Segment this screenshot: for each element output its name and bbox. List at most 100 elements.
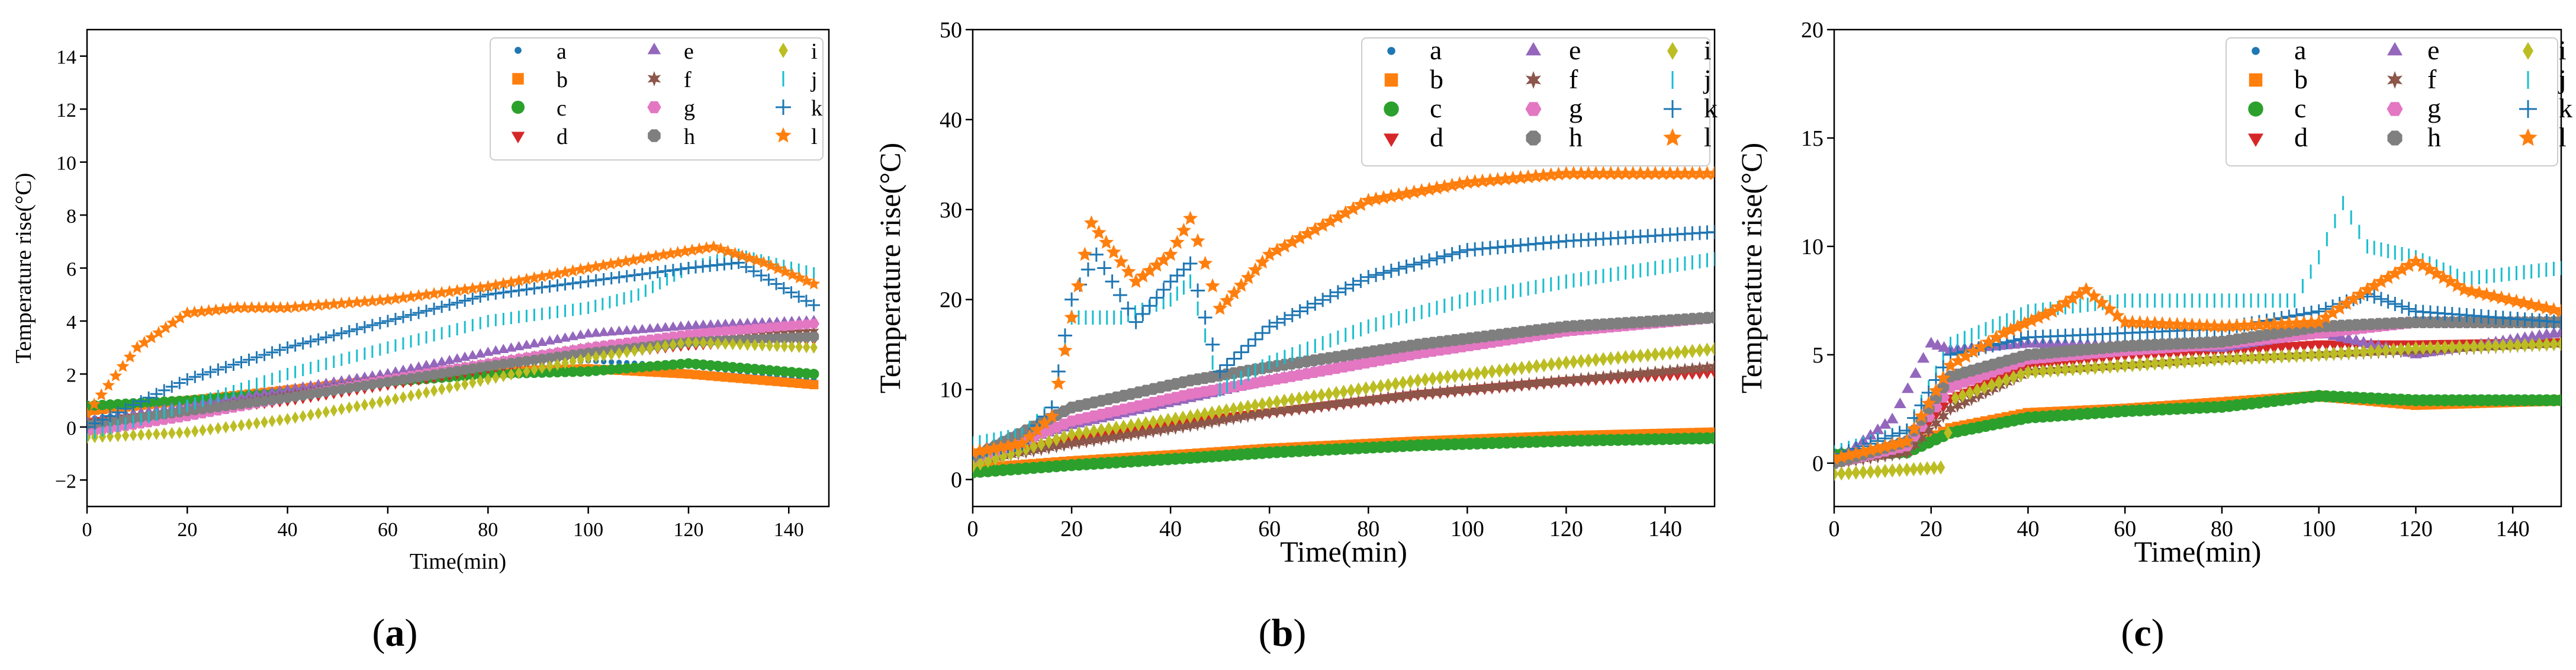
data-point bbox=[693, 242, 706, 255]
data-point bbox=[1037, 415, 1052, 430]
data-point bbox=[142, 391, 155, 404]
data-point bbox=[1950, 353, 1966, 367]
legend-marker-b bbox=[2249, 73, 2263, 87]
data-point bbox=[1285, 307, 1300, 322]
data-point bbox=[1277, 312, 1292, 326]
data-point bbox=[421, 370, 432, 382]
legend-item-c: c bbox=[1384, 93, 1442, 123]
data-point bbox=[359, 371, 370, 381]
legend-marker-d bbox=[1384, 133, 1399, 147]
data-point bbox=[750, 328, 760, 341]
data-point bbox=[1075, 426, 1083, 441]
data-point bbox=[2464, 283, 2479, 298]
data-point bbox=[1141, 416, 1150, 431]
data-point bbox=[2352, 345, 2360, 360]
legend-label: b bbox=[557, 68, 568, 92]
data-point bbox=[351, 373, 362, 382]
data-point bbox=[481, 280, 495, 293]
data-point bbox=[1851, 465, 1861, 480]
x-tick-label: 0 bbox=[82, 519, 92, 541]
legend-label: a bbox=[2294, 35, 2306, 65]
legend-label: a bbox=[557, 39, 567, 64]
data-point bbox=[1906, 421, 1922, 435]
data-point bbox=[1097, 261, 1112, 275]
data-point bbox=[1915, 431, 1928, 445]
data-point bbox=[412, 288, 425, 302]
data-point bbox=[343, 325, 356, 338]
data-point bbox=[413, 361, 424, 371]
data-point bbox=[96, 413, 109, 426]
caption-letter: a bbox=[385, 611, 405, 655]
data-point bbox=[773, 339, 781, 352]
data-point bbox=[705, 319, 716, 329]
data-point bbox=[1902, 462, 1911, 477]
data-point bbox=[2307, 348, 2316, 363]
data-point bbox=[2367, 289, 2382, 304]
data-point bbox=[1710, 342, 1715, 357]
data-point bbox=[973, 459, 977, 473]
data-point bbox=[2076, 361, 2085, 376]
data-point bbox=[284, 413, 291, 425]
data-point bbox=[1091, 225, 1107, 239]
data-point bbox=[1193, 408, 1202, 423]
data-point bbox=[638, 343, 647, 356]
data-point bbox=[1931, 339, 1944, 350]
data-point bbox=[583, 366, 594, 377]
data-point bbox=[116, 360, 130, 372]
data-point bbox=[304, 335, 317, 348]
series-l bbox=[87, 240, 821, 419]
data-point bbox=[209, 303, 223, 316]
legend-label: j bbox=[810, 68, 818, 92]
data-point bbox=[1965, 392, 1978, 406]
data-point bbox=[2335, 331, 2347, 342]
data-point bbox=[1465, 367, 1474, 382]
data-point bbox=[683, 329, 694, 339]
data-point bbox=[552, 351, 563, 363]
y-tick-label: −2 bbox=[55, 470, 76, 492]
data-point bbox=[2462, 339, 2471, 354]
data-point bbox=[1300, 400, 1313, 415]
data-point bbox=[1893, 446, 1906, 461]
x-tick-label: 40 bbox=[278, 519, 298, 541]
data-point bbox=[1936, 460, 1945, 475]
data-point bbox=[1603, 165, 1619, 180]
legend-marker-e bbox=[1526, 42, 1541, 56]
data-point bbox=[1989, 329, 2004, 344]
data-point bbox=[281, 341, 294, 354]
data-point bbox=[671, 245, 684, 258]
data-point bbox=[793, 320, 805, 330]
data-point bbox=[2079, 281, 2094, 296]
x-tick-label: 100 bbox=[573, 519, 603, 541]
data-point bbox=[1701, 360, 1713, 375]
data-point bbox=[2524, 297, 2539, 312]
data-point bbox=[296, 300, 310, 312]
data-point bbox=[1060, 429, 1069, 444]
legend-item-c: c bbox=[2248, 93, 2306, 123]
data-point bbox=[787, 378, 797, 387]
data-point bbox=[1471, 382, 1484, 396]
data-point bbox=[2260, 344, 2273, 355]
legend-item-g: g bbox=[2387, 93, 2441, 123]
data-point bbox=[173, 377, 186, 389]
data-point bbox=[458, 294, 471, 307]
data-point bbox=[291, 411, 299, 424]
data-point bbox=[1057, 438, 1070, 452]
data-point bbox=[235, 356, 247, 368]
data-point bbox=[368, 397, 377, 410]
data-point bbox=[772, 377, 782, 386]
data-point bbox=[1205, 415, 1218, 429]
data-point bbox=[771, 322, 783, 332]
data-point bbox=[436, 356, 448, 366]
data-point bbox=[636, 268, 649, 281]
data-point bbox=[2210, 352, 2219, 367]
data-point bbox=[742, 374, 752, 384]
data-point bbox=[2165, 355, 2174, 370]
data-point bbox=[467, 363, 478, 374]
data-point bbox=[512, 274, 526, 287]
data-point bbox=[2188, 354, 2196, 368]
data-point bbox=[1102, 431, 1115, 445]
data-point bbox=[729, 338, 737, 351]
data-point bbox=[1169, 235, 1185, 249]
data-point bbox=[742, 328, 753, 341]
data-point bbox=[2535, 337, 2544, 352]
